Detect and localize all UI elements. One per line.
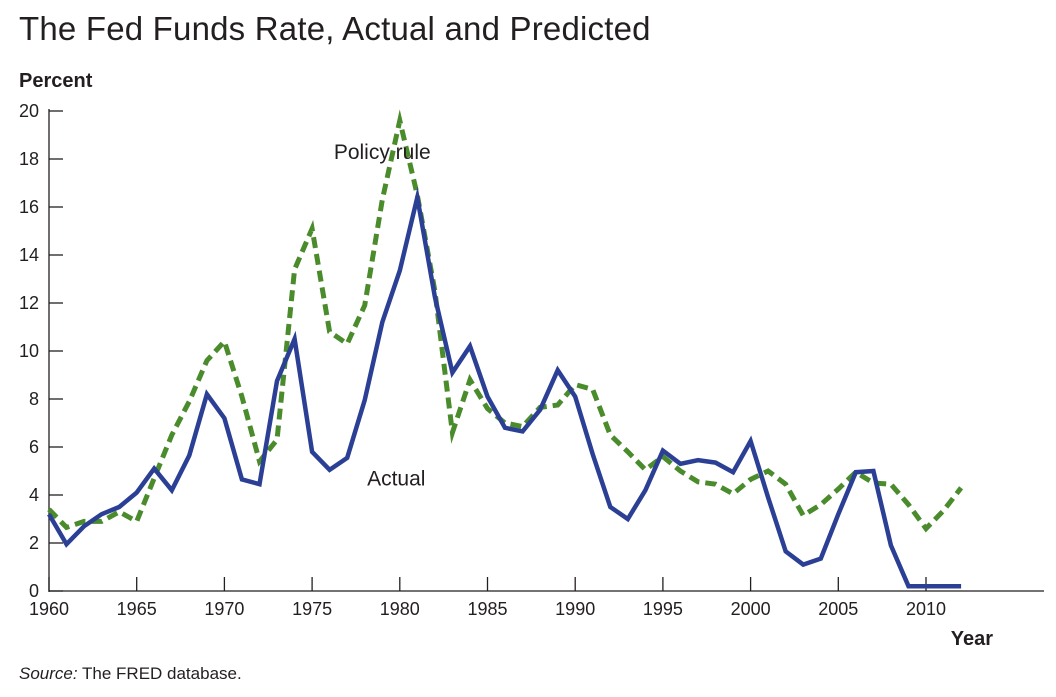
y-tick-label: 10 <box>19 341 39 361</box>
y-tick-label: 0 <box>29 581 39 601</box>
y-tick-label: 18 <box>19 149 39 169</box>
labels-layer: Policy rule Actual <box>334 141 431 490</box>
y-tick-label: 2 <box>29 533 39 553</box>
x-tick-label: 1970 <box>204 599 244 619</box>
chart-title: The Fed Funds Rate, Actual and Predicted <box>19 10 651 47</box>
x-tick-label: 1980 <box>380 599 420 619</box>
x-tick-label: 1965 <box>117 599 157 619</box>
y-tick-label: 20 <box>19 101 39 121</box>
x-tick-label: 2010 <box>906 599 946 619</box>
y-tick-label: 4 <box>29 485 39 505</box>
y-tick-label: 12 <box>19 293 39 313</box>
axes: 0 2 4 6 8 10 12 14 16 18 20 1960 1965 1970 1975 1980 198… <box>19 101 1044 650</box>
source-label: Source: <box>19 664 78 683</box>
y-tick-label: 14 <box>19 245 39 265</box>
y-tick-label: 6 <box>29 437 39 457</box>
x-tick-label: 1990 <box>555 599 595 619</box>
x-tick-label: 1960 <box>29 599 69 619</box>
x-tick-label: 2005 <box>818 599 858 619</box>
series-label: Policy rule <box>334 141 431 164</box>
x-tick-label: 1985 <box>467 599 507 619</box>
x-axis-label: Year <box>951 628 993 650</box>
x-tick-label: 1995 <box>643 599 683 619</box>
y-tick-label: 16 <box>19 197 39 217</box>
series-label: Actual <box>367 467 425 490</box>
source-note: Source: The FRED database. <box>19 664 242 684</box>
source-text: The FRED database. <box>77 664 242 683</box>
series-layer <box>47 109 964 589</box>
series-line-policy-rule <box>47 109 964 533</box>
y-axis-label: Percent <box>19 70 93 92</box>
y-tick-label: 8 <box>29 389 39 409</box>
x-tick-label: 2000 <box>731 599 771 619</box>
series-line-actual <box>47 186 962 589</box>
x-tick-label: 1975 <box>292 599 332 619</box>
